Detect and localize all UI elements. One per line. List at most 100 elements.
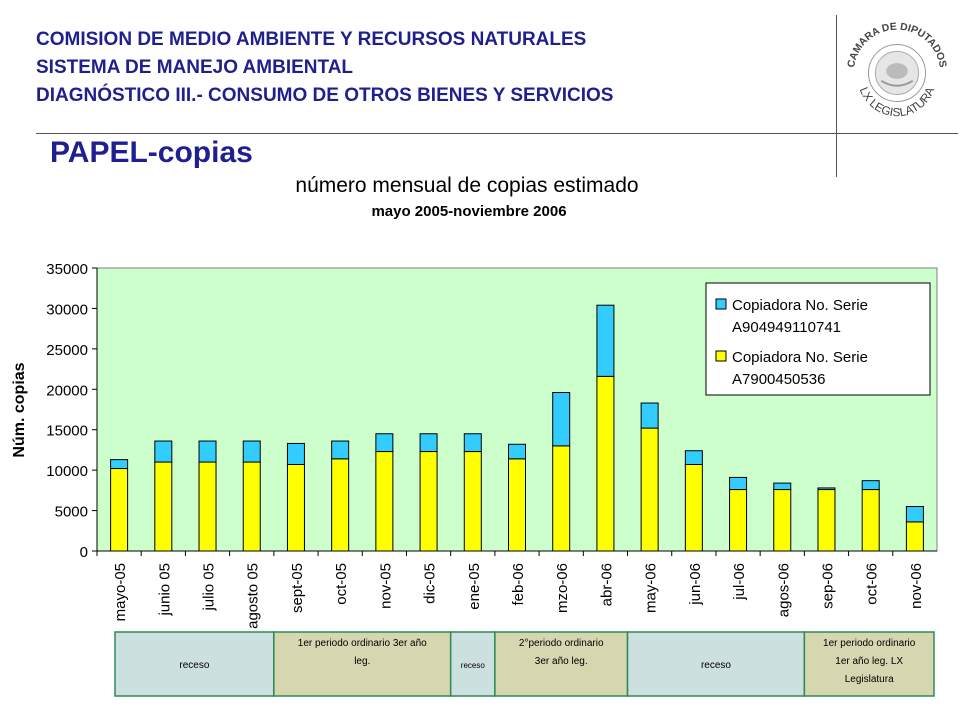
bar-series1 (286, 463, 305, 552)
period-box (626, 631, 806, 697)
bar-series1 (242, 461, 261, 552)
bar-series1 (640, 427, 659, 552)
period-box (273, 631, 452, 697)
bar-series1 (331, 458, 350, 552)
bar-series2 (110, 459, 129, 470)
bar-series2 (817, 487, 836, 491)
x-tick-label: feb-06 (510, 563, 527, 606)
y-tick-label: 5000 (55, 504, 88, 521)
x-tick-label: mzo-06 (554, 563, 571, 613)
period-label: 1er periodo ordinario 3er año (298, 638, 427, 649)
page-title: PAPEL-copias (50, 136, 253, 169)
period-box (803, 631, 935, 697)
period-label: receso (461, 661, 486, 670)
period-label: receso (701, 660, 731, 671)
legend-label-line2: A7900450536 (732, 371, 825, 388)
x-tick-label: dic-05 (422, 563, 439, 604)
bar-series1 (861, 489, 880, 552)
bar-series1 (773, 489, 792, 552)
bar-series1 (817, 489, 836, 552)
y-tick-label: 35000 (46, 261, 88, 278)
bar-series2 (331, 440, 350, 460)
x-tick-label: sep-06 (819, 563, 836, 609)
chart-subtitle: mayo 2005-noviembre 2006 (371, 203, 566, 220)
bar-series2 (596, 304, 615, 377)
period-box (449, 631, 496, 697)
y-tick-label: 25000 (46, 342, 88, 359)
y-axis-label: Núm. copias (11, 362, 28, 457)
chart-title: número mensual de copias estimado (295, 174, 638, 197)
header-divider (36, 133, 958, 134)
period-label: 1er periodo ordinario (823, 638, 916, 649)
period-label: leg. (354, 656, 370, 667)
bar-series2 (552, 392, 571, 447)
y-tick-label: 20000 (46, 382, 88, 399)
bar-series1 (198, 461, 217, 552)
period-label: 2°periodo ordinario (519, 638, 604, 649)
x-tick-label: oct-06 (864, 563, 881, 605)
header-line-3: DIAGNÓSTICO III.- CONSUMO DE OTROS BIENE… (36, 85, 614, 106)
bar-series2 (242, 440, 261, 463)
period-label: 1er año leg. LX (835, 656, 903, 667)
camara-de-diputados-logo: CAMARA DE DIPUTADOS LX LEGISLATURA (846, 22, 948, 120)
bar-series2 (773, 482, 792, 491)
bar-series1 (552, 445, 571, 552)
period-label: 3er año leg. (535, 656, 588, 667)
bar-series2 (463, 433, 482, 453)
legend-label-line1: Copiadora No. Serie (732, 349, 868, 366)
header-vertical-divider (836, 15, 837, 177)
x-tick-label: junio 05 (156, 563, 173, 617)
y-tick-label: 10000 (46, 463, 88, 480)
y-tick-label: 30000 (46, 301, 88, 318)
x-tick-label: agos-06 (775, 563, 792, 617)
bar-series2 (375, 433, 394, 453)
x-tick-label: nov-05 (377, 563, 394, 609)
bar-series1 (110, 468, 129, 552)
bar-series1 (684, 463, 703, 552)
bar-series1 (596, 375, 615, 552)
bar-series1 (463, 451, 482, 552)
x-tick-label: mayo-05 (112, 563, 129, 621)
x-tick-label: ene-05 (466, 563, 483, 610)
bar-series2 (419, 433, 438, 453)
bar-series2 (640, 402, 659, 429)
legend-label-line2: A904949110741 (732, 319, 841, 336)
x-tick-label: julio 05 (201, 563, 218, 612)
legend-swatch (715, 298, 727, 310)
legend-swatch (715, 350, 727, 362)
x-tick-label: sept-05 (289, 563, 306, 613)
bar-series1 (508, 458, 526, 552)
bar-series1 (419, 451, 438, 552)
header-line-1: COMISION DE MEDIO AMBIENTE Y RECURSOS NA… (36, 29, 587, 50)
bar-series1 (905, 521, 924, 552)
x-tick-label: jul-06 (731, 563, 748, 601)
bar-series2 (508, 443, 526, 460)
bar-series2 (684, 450, 703, 465)
x-tick-label: abr-06 (598, 563, 615, 606)
x-tick-label: oct-05 (333, 563, 350, 605)
bar-series2 (905, 506, 924, 523)
period-label: receso (179, 660, 209, 671)
bar-series1 (154, 461, 173, 552)
x-tick-label: may-06 (643, 563, 660, 613)
bar-series1 (729, 489, 748, 552)
x-tick-label: nov-06 (908, 563, 925, 609)
header: COMISION DE MEDIO AMBIENTE Y RECURSOS NA… (36, 26, 613, 110)
period-box (494, 631, 629, 697)
bar-series2 (861, 480, 880, 491)
bar-series1 (375, 451, 394, 552)
bar-series2 (286, 442, 305, 465)
bar-series2 (729, 476, 748, 491)
legend-label-line1: Copiadora No. Serie (732, 297, 868, 314)
x-tick-label: agosto 05 (245, 563, 262, 629)
x-tick-label: jun-06 (687, 563, 704, 606)
period-label: Legislatura (845, 674, 894, 685)
y-tick-label: 15000 (46, 423, 88, 440)
header-line-2: SISTEMA DE MANEJO AMBIENTAL (36, 57, 354, 78)
y-tick-label: 0 (80, 544, 88, 561)
period-box (114, 631, 275, 697)
bar-series2 (198, 440, 217, 463)
bar-series2 (154, 440, 173, 463)
legend (705, 282, 931, 396)
